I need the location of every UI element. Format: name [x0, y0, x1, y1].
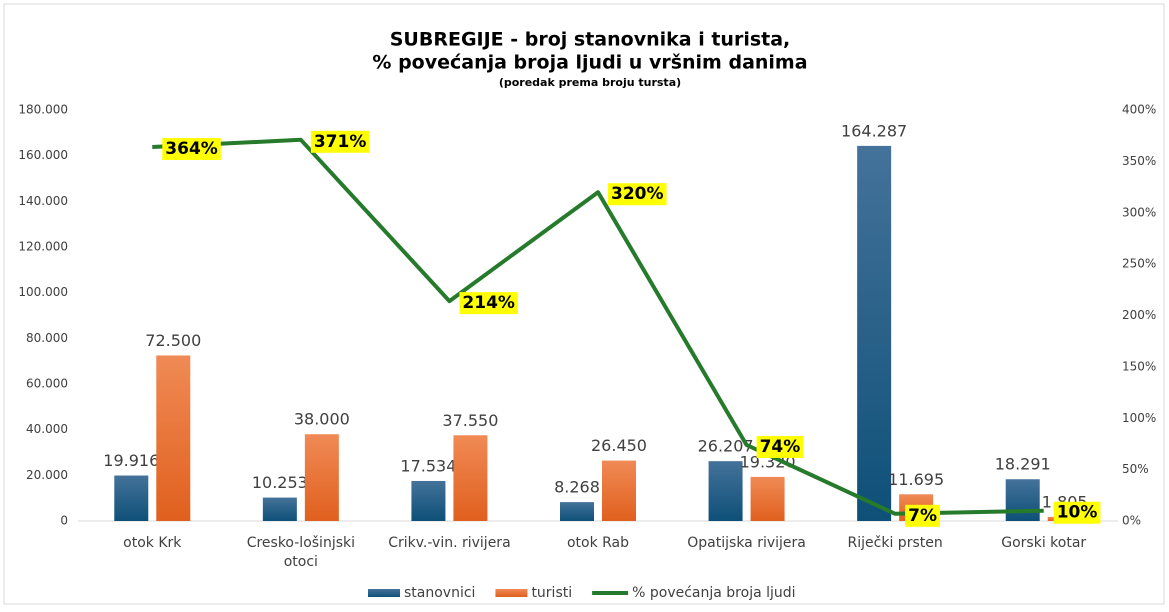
x-tick-label: Riječki prsten [848, 535, 943, 551]
bar [156, 355, 191, 521]
line-value-label: 320% [611, 184, 664, 204]
bar [114, 475, 149, 521]
line-value-label: 214% [462, 293, 515, 313]
bar-value-label: 17.534 [400, 456, 456, 475]
y2-tick-label: 0% [1122, 514, 1141, 528]
chart-title: SUBREGIJE - broj stanovnika i turista, [390, 29, 791, 51]
bar [602, 460, 636, 521]
y-tick-label: 140.000 [18, 194, 68, 208]
x-tick-label: otok Krk [123, 535, 182, 551]
bar-value-label: 10.253 [252, 473, 308, 492]
label-background [162, 137, 221, 160]
y-tick-label: 0 [60, 514, 68, 528]
bar [857, 145, 892, 521]
y-tick-label: 180.000 [18, 103, 68, 117]
line-value-label: 7% [908, 506, 937, 526]
line [152, 137, 1044, 516]
y-tick-label: 20.000 [26, 468, 68, 482]
chart-subtitle: (poredak prema broju tursta) [499, 76, 681, 89]
y2-tick-label: 350% [1122, 154, 1156, 168]
bar [453, 435, 488, 521]
legend-marker [495, 589, 528, 597]
bar [560, 502, 594, 521]
chart-title: % povećanja broja ljudi u vršnim danima [372, 52, 807, 74]
label-background [905, 504, 941, 527]
bar-value-label: 72.500 [145, 331, 201, 350]
legend-marker [368, 589, 400, 597]
x-tick-label: Cresko-lošinjski otoci [247, 535, 355, 570]
bar-value-label: 164.287 [841, 121, 907, 140]
y-tick-label: 80.000 [26, 331, 68, 345]
y2-tick-label: 100% [1122, 411, 1156, 425]
y-tick-label: 100.000 [18, 285, 68, 299]
bar-value-label: 38.000 [294, 410, 350, 429]
x-tick-label: Crikv.-vin. rivijera [388, 535, 510, 551]
line-value-label: 10% [1057, 503, 1098, 523]
y-tick-label: 60.000 [26, 377, 68, 391]
bar [750, 476, 785, 521]
bar-value-label: 18.291 [995, 455, 1051, 474]
bar [708, 461, 743, 521]
y-tick-label: 160.000 [18, 148, 68, 162]
line-value-label: 74% [760, 437, 801, 457]
legend-label: stanovnici [404, 585, 475, 601]
x-tick-label: otok Rab [567, 535, 629, 551]
bar-value-label: 8.268 [554, 478, 600, 497]
y-tick-label: 40.000 [26, 422, 68, 436]
legend-label: turisti [531, 585, 572, 601]
label-background [756, 435, 804, 458]
label-background [1053, 501, 1101, 524]
y-tick-label: 120.000 [18, 240, 68, 254]
line-value-label: 364% [165, 139, 218, 159]
line-value-label: 371% [314, 132, 367, 152]
bar [262, 497, 297, 521]
y2-tick-label: 150% [1122, 359, 1156, 373]
label-background [459, 292, 518, 315]
bar [1005, 479, 1040, 521]
legend-label: % povećanja broja ljudi [632, 585, 795, 601]
bar-value-label: 11.695 [888, 470, 944, 489]
bar [411, 480, 446, 521]
bar-value-label: 37.550 [442, 411, 498, 430]
x-tick-label: Gorski kotar [1001, 535, 1086, 551]
y2-tick-label: 250% [1122, 257, 1156, 271]
y2-tick-label: 300% [1122, 205, 1156, 219]
label-background [608, 183, 667, 206]
bar-value-label: 26.450 [591, 436, 647, 455]
y2-tick-label: 400% [1122, 103, 1156, 117]
y2-tick-label: 50% [1122, 462, 1149, 476]
bar-value-label: 19.916 [103, 451, 159, 470]
label-background [310, 130, 370, 153]
bar [304, 434, 339, 521]
y2-tick-label: 200% [1122, 308, 1156, 322]
bar-value-label: 26.207 [698, 437, 754, 456]
x-tick-label: Opatijska rivijera [687, 535, 806, 551]
